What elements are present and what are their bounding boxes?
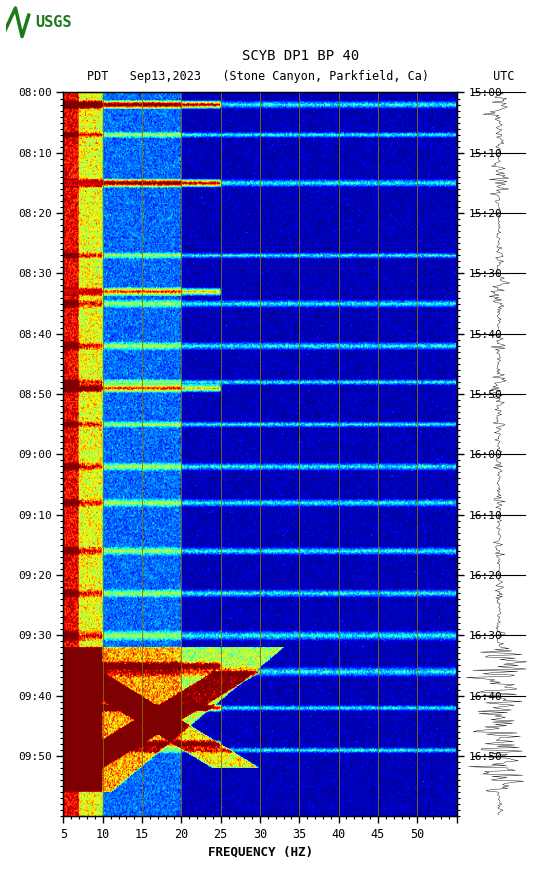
- X-axis label: FREQUENCY (HZ): FREQUENCY (HZ): [208, 845, 312, 858]
- Text: SCYB DP1 BP 40: SCYB DP1 BP 40: [242, 49, 359, 63]
- Text: USGS: USGS: [35, 15, 72, 29]
- Text: PDT   Sep13,2023   (Stone Canyon, Parkfield, Ca)         UTC: PDT Sep13,2023 (Stone Canyon, Parkfield,…: [87, 70, 514, 83]
